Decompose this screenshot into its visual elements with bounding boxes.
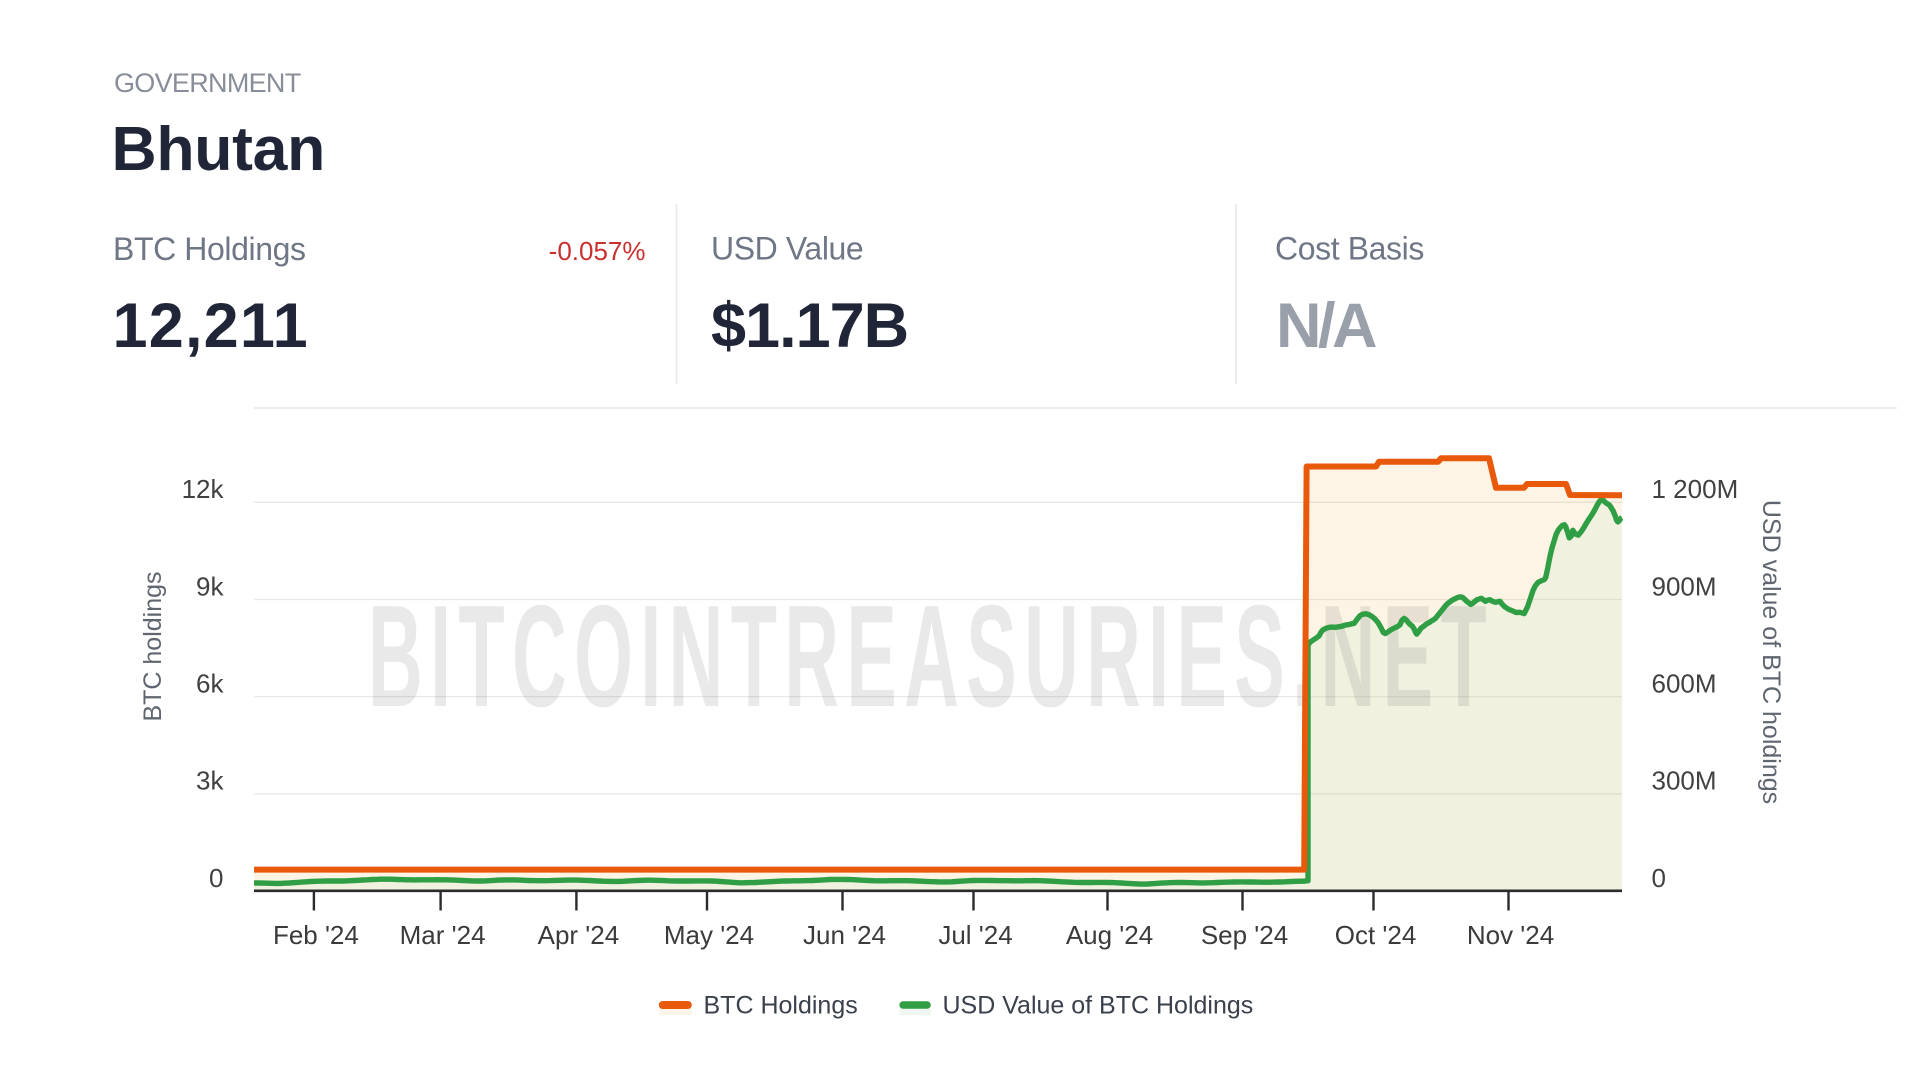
svg-text:9k: 9k <box>196 571 224 601</box>
svg-text:Bhutan: Bhutan <box>112 114 325 184</box>
svg-text:3k: 3k <box>196 766 224 796</box>
svg-text:BTC holdings: BTC holdings <box>139 571 167 721</box>
svg-text:12k: 12k <box>182 474 225 504</box>
svg-text:6k: 6k <box>196 669 224 699</box>
svg-text:Aug '24: Aug '24 <box>1066 920 1153 950</box>
svg-text:Mar '24: Mar '24 <box>400 920 486 950</box>
svg-text:0: 0 <box>209 863 223 893</box>
svg-text:12,211: 12,211 <box>113 291 309 361</box>
svg-text:USD Value: USD Value <box>711 231 863 267</box>
svg-text:Nov '24: Nov '24 <box>1467 920 1554 950</box>
svg-text:USD value of BTC holdings: USD value of BTC holdings <box>1757 500 1785 804</box>
svg-text:Cost Basis: Cost Basis <box>1275 231 1424 267</box>
svg-text:Apr '24: Apr '24 <box>538 920 620 950</box>
svg-text:Feb '24: Feb '24 <box>273 920 359 950</box>
svg-text:900M: 900M <box>1652 571 1717 601</box>
svg-text:$1.17B: $1.17B <box>711 291 908 361</box>
svg-text:May '24: May '24 <box>664 920 754 950</box>
svg-text:GOVERNMENT: GOVERNMENT <box>114 68 301 98</box>
svg-text:Oct '24: Oct '24 <box>1335 920 1417 950</box>
svg-text:BITCOINTREASURIES.NET: BITCOINTREASURIES.NET <box>368 575 1494 737</box>
svg-text:BTC Holdings: BTC Holdings <box>113 231 306 267</box>
svg-text:USD Value of BTC Holdings: USD Value of BTC Holdings <box>943 992 1254 1020</box>
svg-text:1 200M: 1 200M <box>1652 474 1739 504</box>
svg-text:Sep '24: Sep '24 <box>1201 920 1288 950</box>
svg-text:-0.057%: -0.057% <box>549 236 646 266</box>
svg-text:Jul '24: Jul '24 <box>938 920 1012 950</box>
svg-text:BTC Holdings: BTC Holdings <box>704 992 858 1020</box>
svg-text:600M: 600M <box>1652 669 1717 699</box>
svg-text:Jun '24: Jun '24 <box>803 920 886 950</box>
svg-text:N/A: N/A <box>1276 291 1376 361</box>
svg-text:0: 0 <box>1652 863 1666 893</box>
svg-text:300M: 300M <box>1652 766 1717 796</box>
